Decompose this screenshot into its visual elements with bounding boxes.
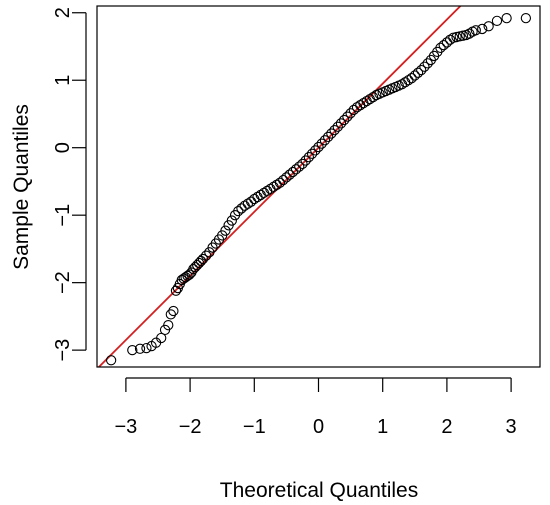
data-point [284,169,295,180]
y-tick-label: 0 [52,142,74,153]
data-point [105,355,117,366]
data-point [303,151,315,163]
data-point [345,108,356,119]
y-axis-title: Sample Quantiles [10,104,33,270]
data-point [213,234,225,245]
y-tick-label: −2 [52,271,74,294]
y-tick-label: 1 [52,75,74,86]
data-point [168,305,179,317]
data-point [501,12,512,24]
x-tick-label: −1 [243,416,266,438]
data-point [210,238,221,249]
data-point [483,21,494,32]
x-tick-label: 3 [506,416,517,438]
data-point [268,181,279,192]
data-point [319,135,331,146]
data-point [278,174,289,186]
data-point [200,250,212,261]
data-point [310,145,321,156]
data-point [287,166,298,178]
x-tick-label: 1 [377,416,388,438]
data-point [332,121,343,132]
data-point [316,138,327,149]
data-point [182,270,193,282]
x-tick-label: −3 [114,416,137,438]
y-tick-label: −3 [52,339,74,362]
data-point [438,39,449,51]
data-point [361,95,372,107]
data-point [127,344,138,356]
data-point [197,253,209,265]
data-point [242,198,254,209]
data-point [271,179,282,190]
reference-line [97,6,462,367]
data-point [258,187,270,199]
data-point [281,172,292,183]
data-point [416,64,427,76]
data-point [220,225,231,236]
data-point [274,177,286,188]
data-point [313,141,324,153]
data-point [184,269,195,280]
data-point [329,125,340,136]
x-tick-label: 2 [441,416,452,438]
data-point [300,155,311,166]
data-point [428,50,440,62]
data-point [339,114,350,126]
data-point [335,118,347,129]
plot-frame [96,5,541,368]
data-point [422,58,433,69]
data-point [233,205,244,217]
data-point [520,12,532,24]
data-point [470,25,481,36]
data-point [265,183,276,195]
data-point [367,91,379,103]
data-point [406,73,417,84]
data-point [261,185,273,197]
data-point [294,161,305,172]
data-point [403,75,414,86]
data-point [444,34,456,45]
data-point [306,148,318,159]
data-point [477,23,488,35]
data-point [342,111,353,122]
data-point [464,28,475,39]
data-point [326,128,337,139]
y-axis: −3 −2 −1 0 1 2 [52,7,87,362]
data-point [156,332,167,344]
data-point [297,158,308,170]
data-point [290,164,302,175]
data-point [409,70,420,81]
data-point [322,131,334,143]
data-point [195,255,207,267]
data-point [252,191,263,203]
y-tick-label: 2 [52,7,74,18]
data-point [226,215,237,226]
x-axis: −3 −2 −1 0 1 2 3 [114,377,517,438]
x-tick-label: −2 [179,416,202,438]
data-point [412,67,424,78]
x-axis-title: Theoretical Quantiles [220,479,418,502]
data-point [435,42,446,53]
y-tick-label: −1 [52,204,74,227]
data-point [163,320,174,331]
data-point [419,61,430,72]
data-point [134,343,146,354]
data-point [491,15,503,26]
data-point [165,309,176,320]
data-point [255,189,266,201]
data-point [141,342,152,354]
x-tick-label: 0 [313,416,324,438]
